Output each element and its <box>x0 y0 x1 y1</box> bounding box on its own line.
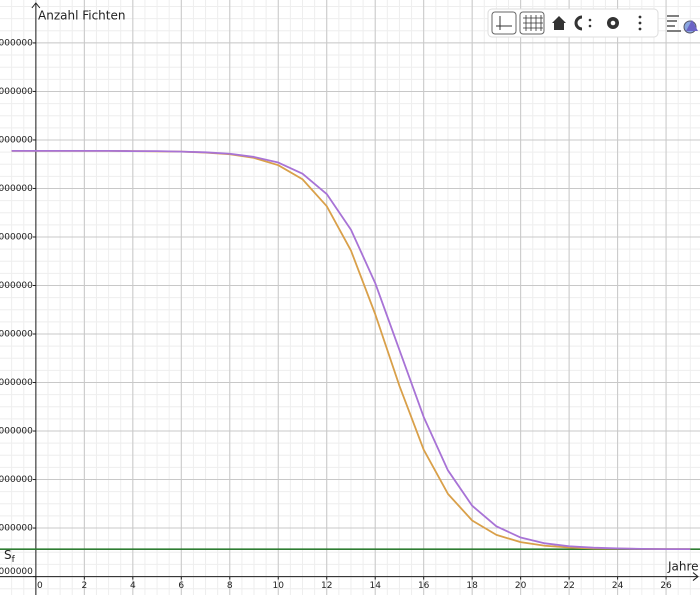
copy-style-dot <box>588 24 592 28</box>
y-tick-label: 48000000 <box>0 567 33 577</box>
series-line <box>11 149 691 551</box>
x-tick-label: 26 <box>660 581 672 591</box>
y-tick-label: 64000000 <box>0 184 33 194</box>
x-tick-label: 18 <box>466 581 478 591</box>
x-tick-label: 22 <box>563 581 574 591</box>
x-tick-label: 4 <box>130 581 136 591</box>
x-tick-label: 2 <box>81 581 87 591</box>
x-tick-label: 0 <box>37 581 43 591</box>
x-tick-label: 16 <box>418 581 430 591</box>
y-tick-label: 70000000 <box>0 38 33 48</box>
y-tick-label: 66000000 <box>0 135 33 145</box>
y-tick-label: 62000000 <box>0 232 33 242</box>
y-tick-label: 68000000 <box>0 87 33 97</box>
x-axis-arrow <box>692 572 699 581</box>
y-axis-label: Anzahl Fichten <box>38 9 125 23</box>
y-tick-label: 54000000 <box>0 427 33 437</box>
grid-toggle[interactable] <box>519 11 545 35</box>
axes-toggle[interactable] <box>491 11 517 35</box>
labels: Anzahl Fichten Jahre 0 2 4 6 8 10 12 14 16 18 20 22… <box>0 9 699 592</box>
y-tick-label: 52000000 <box>0 475 33 485</box>
menu-button[interactable] <box>638 15 642 19</box>
asymptote-label-sub: f <box>12 555 16 565</box>
x-axis-label: Jahre <box>667 560 699 574</box>
copy-style-dot <box>588 18 592 22</box>
x-tick-label: 8 <box>227 581 233 591</box>
settings-hole <box>610 20 616 26</box>
axes-button[interactable] <box>491 11 517 35</box>
style-bar-toggle[interactable] <box>667 15 698 34</box>
x-tick-label: 24 <box>612 581 624 591</box>
y-tick-label: 58000000 <box>0 330 33 340</box>
y-axis-arrow <box>31 2 41 9</box>
x-tick-label: 20 <box>515 581 527 591</box>
x-tick-label: 10 <box>273 581 285 591</box>
style-bar-icon[interactable] <box>667 15 681 32</box>
axes-icon <box>496 16 512 30</box>
x-tick-label: 12 <box>321 581 332 591</box>
y-tick-label: 56000000 <box>0 378 33 388</box>
menu-dot <box>638 27 642 31</box>
grid-icon <box>523 15 543 31</box>
asymptote-label: Sf <box>4 548 16 565</box>
toolbar <box>487 8 659 38</box>
y-tick-label: 50000000 <box>0 524 33 534</box>
asymptote-label-main: S <box>4 548 12 562</box>
x-tick-label: 14 <box>369 581 381 591</box>
x-tick-label: 6 <box>178 581 184 591</box>
copy-style-button[interactable] <box>574 15 583 31</box>
style-bar-triangle <box>686 20 698 31</box>
home-button[interactable] <box>552 16 566 30</box>
menu-dot <box>638 21 642 25</box>
plot <box>0 149 700 551</box>
